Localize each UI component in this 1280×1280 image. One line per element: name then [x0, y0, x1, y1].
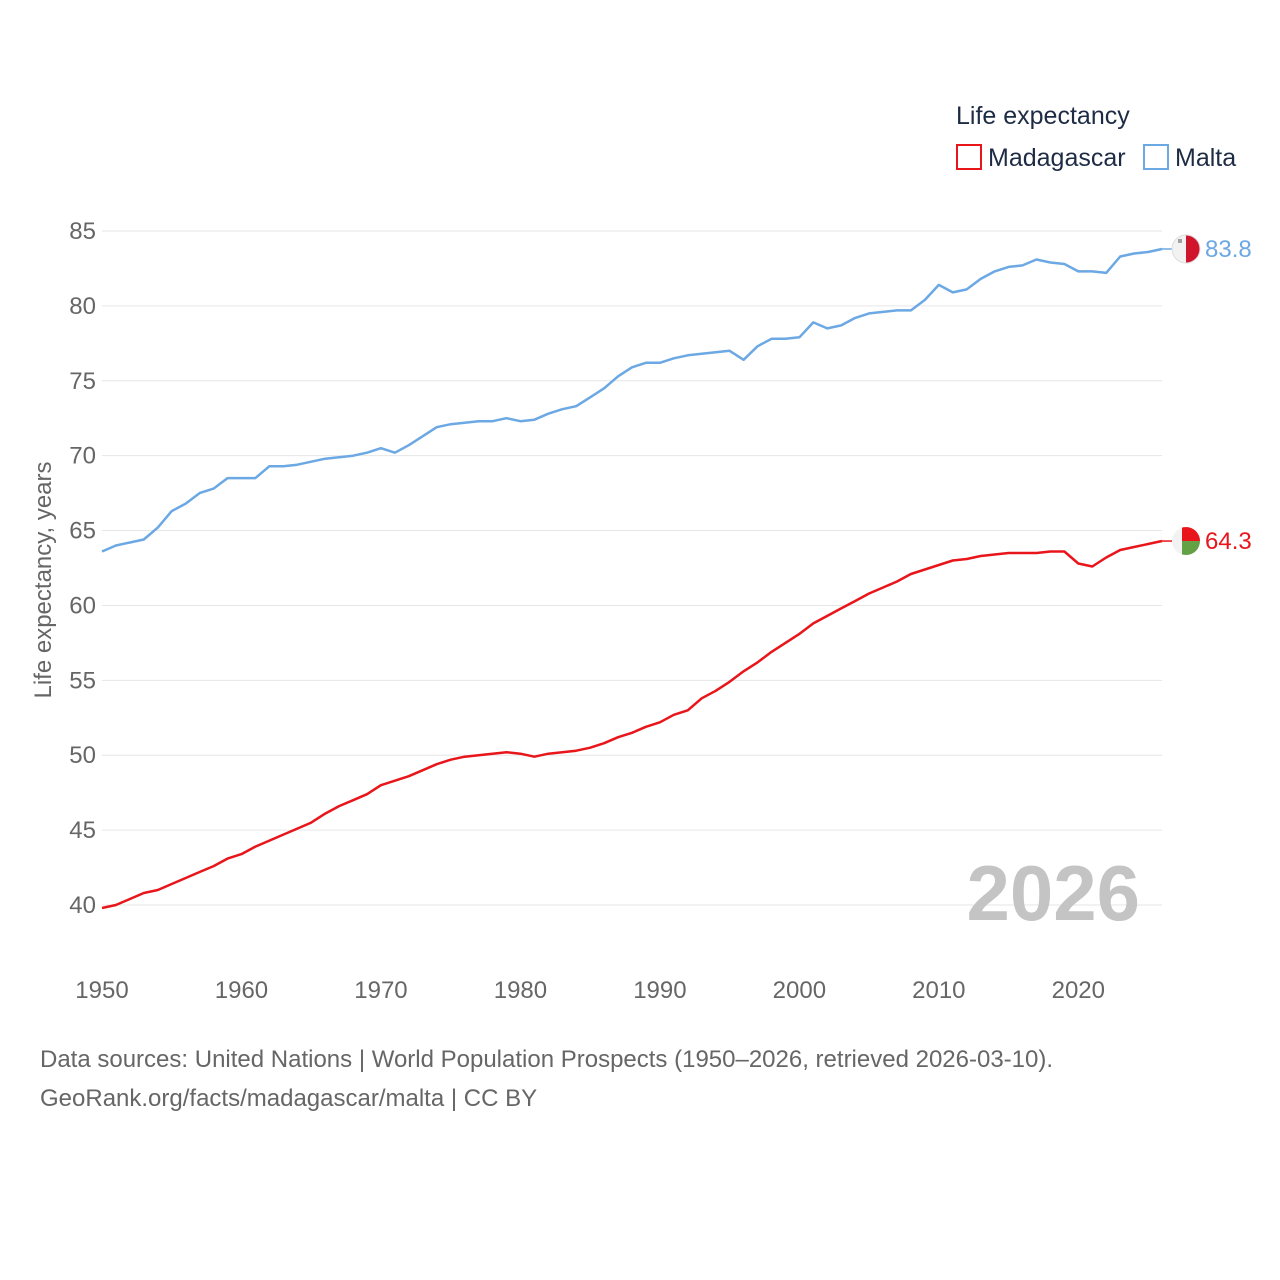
y-tick-50: 50	[69, 742, 96, 769]
malta-flag-icon	[1171, 234, 1201, 264]
x-tick-2020: 2020	[1052, 977, 1105, 1004]
series-lines	[101, 247, 1172, 910]
malta-flag-white	[1172, 234, 1186, 263]
end-value-malta: 83.8	[1205, 236, 1252, 263]
malta-flag-cross	[1178, 238, 1182, 243]
legend-label-malta: Malta	[1175, 144, 1236, 172]
x-tick-1980: 1980	[494, 977, 547, 1004]
legend-swatch-malta	[1143, 144, 1169, 170]
y-tick-40: 40	[69, 892, 96, 919]
series-line-malta[interactable]	[101, 247, 1163, 553]
y-axis-label: Life expectancy, years	[30, 461, 57, 698]
y-tick-65: 65	[69, 518, 96, 545]
x-tick-1970: 1970	[354, 977, 407, 1004]
madagascar-flag-red	[1182, 527, 1200, 542]
x-tick-1990: 1990	[633, 977, 686, 1004]
y-tick-75: 75	[69, 368, 96, 395]
y-tick-80: 80	[69, 293, 96, 320]
malta-flag-red	[1186, 234, 1200, 263]
series-line-madagascar[interactable]	[101, 539, 1163, 910]
malta-flag-border	[1171, 234, 1201, 264]
legend-item-malta[interactable]: Malta	[1143, 144, 1236, 172]
legend-title: Life expectancy	[956, 102, 1130, 130]
source-line-1: Data sources: United Nations | World Pop…	[40, 1046, 1054, 1073]
x-tick-1950: 1950	[75, 977, 128, 1004]
y-tick-70: 70	[69, 443, 96, 470]
source-line-2[interactable]: GeoRank.org/facts/madagascar/malta | CC …	[40, 1085, 538, 1112]
x-tick-1960: 1960	[215, 977, 268, 1004]
madagascar-flag-green	[1182, 541, 1200, 556]
legend-label-madagascar: Madagascar	[988, 144, 1126, 172]
madagascar-flag-icon	[1172, 527, 1200, 556]
current-year-label: 2026	[966, 849, 1140, 937]
y-tick-85: 85	[69, 218, 96, 245]
y-tick-45: 45	[69, 817, 96, 844]
y-tick-60: 60	[69, 592, 96, 619]
legend-swatch-madagascar	[956, 144, 982, 170]
y-tick-55: 55	[69, 667, 96, 694]
x-axis-ticks: 1950 1960 1970 1980 1990 2000 2010 2020	[75, 977, 1105, 1004]
gridlines	[102, 230, 1162, 906]
y-axis-ticks: 40 45 50 55 60 65 70 75 80 85	[69, 218, 96, 919]
end-value-madagascar: 64.3	[1205, 528, 1252, 555]
x-tick-2010: 2010	[912, 977, 965, 1004]
x-tick-2000: 2000	[773, 977, 826, 1004]
legend-item-madagascar[interactable]: Madagascar	[956, 144, 1126, 172]
